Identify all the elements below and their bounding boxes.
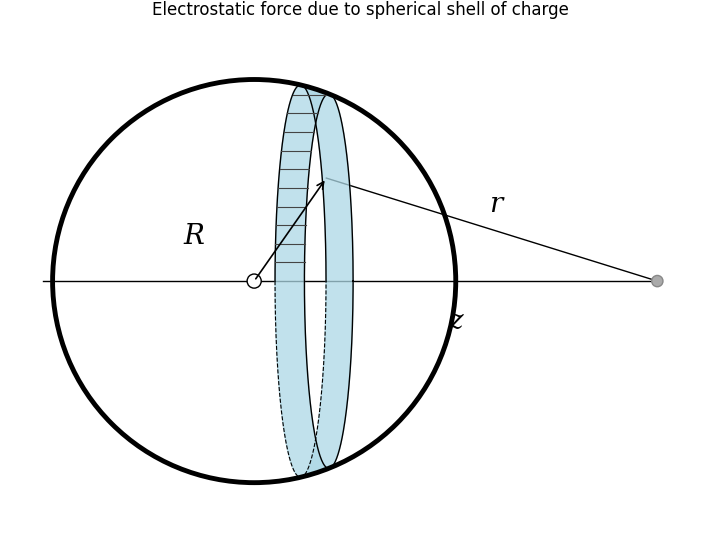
Text: z: z (449, 308, 463, 335)
Polygon shape (275, 85, 329, 477)
Circle shape (247, 274, 261, 288)
Title: Electrostatic force due to spherical shell of charge: Electrostatic force due to spherical she… (152, 1, 568, 19)
Text: r: r (490, 191, 503, 218)
Polygon shape (300, 85, 353, 477)
Circle shape (652, 275, 663, 287)
Text: R: R (184, 223, 204, 250)
